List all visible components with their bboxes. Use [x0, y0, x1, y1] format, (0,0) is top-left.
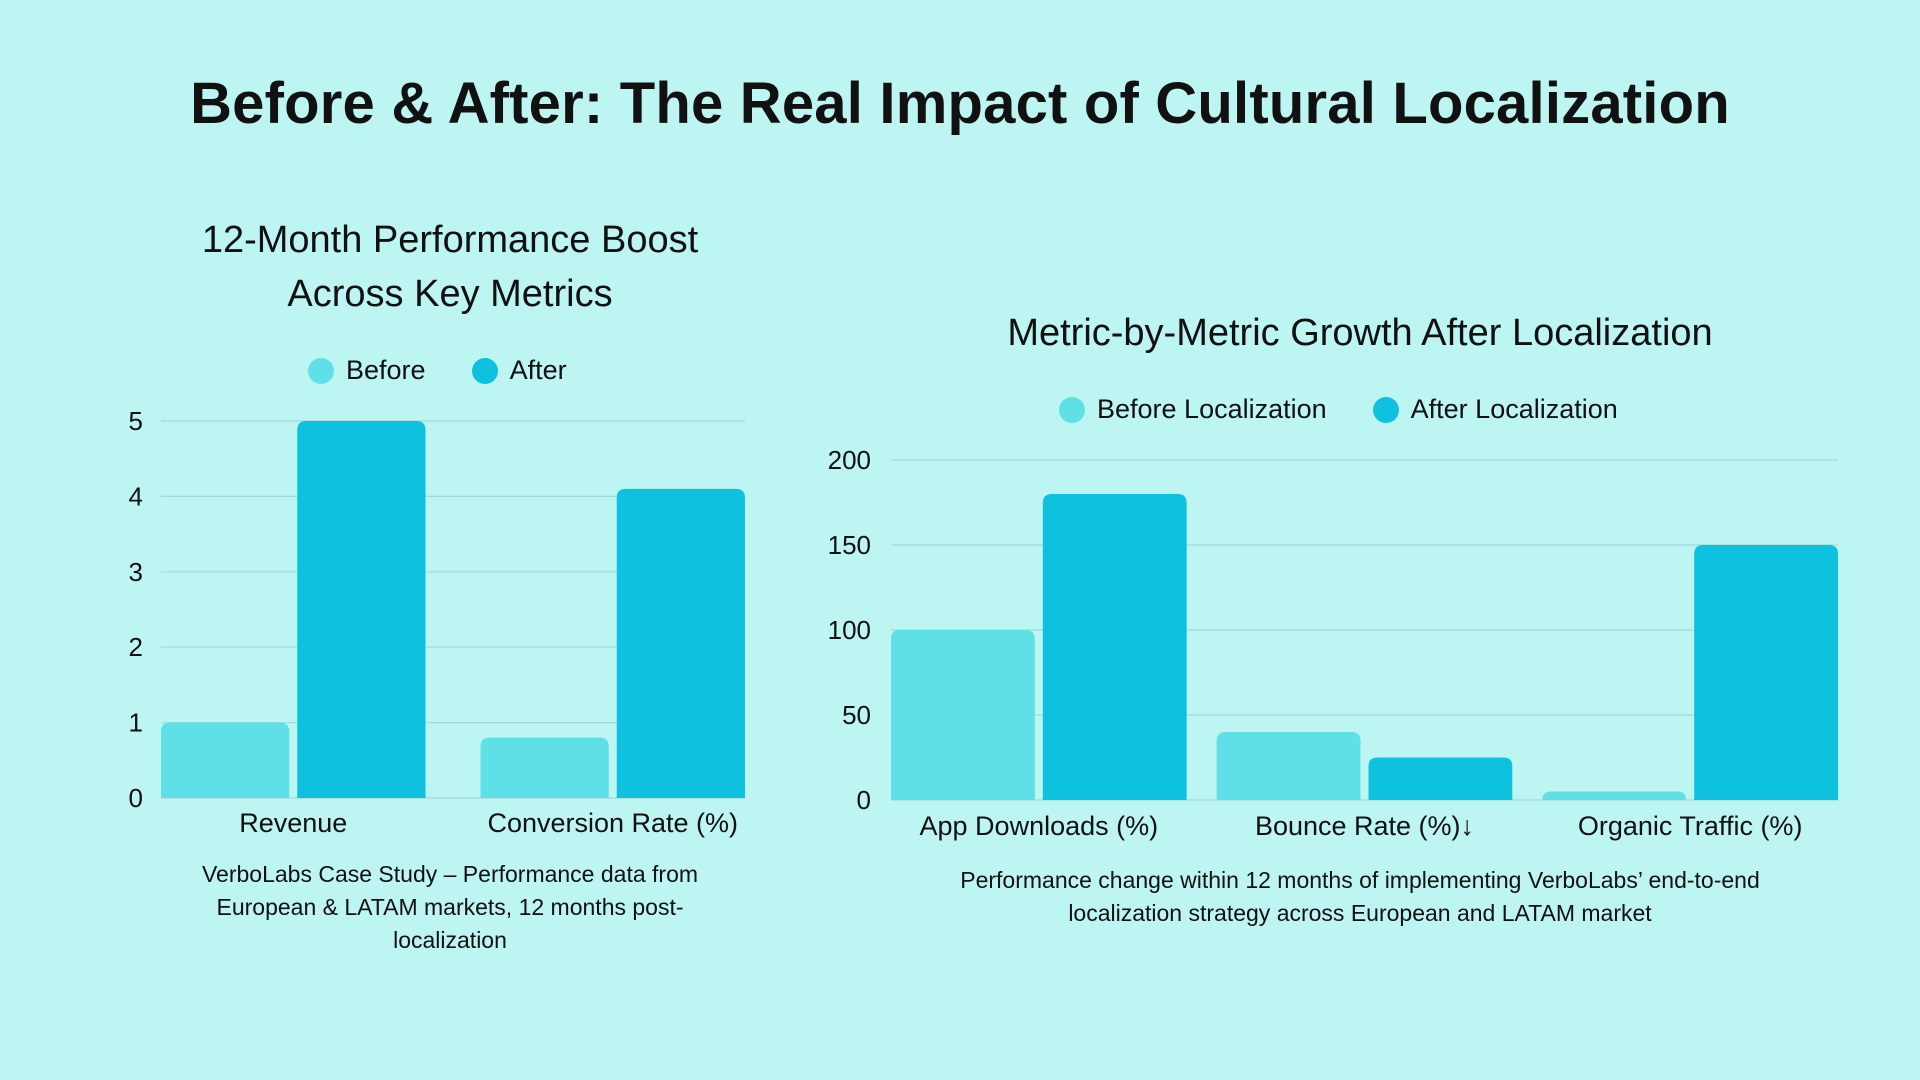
legend-swatch-before-localization-icon [1059, 396, 1085, 423]
left-chart-y-tick-label: 5 [129, 406, 143, 436]
legend-label-after-localization: After Localization [1410, 394, 1618, 424]
left-chart-bar-before [480, 737, 609, 798]
legend-item-before-localization: Before Localization [1059, 394, 1327, 425]
left-chart-bar-after [616, 488, 745, 798]
left-caption-line-1: VerboLabs Case Study – Performance data … [201, 861, 699, 887]
legend-label-after: After [509, 355, 567, 385]
left-chart-title-line-2: Across Key Metrics [287, 273, 613, 315]
right-caption-line-2: localization strategy across European an… [1068, 900, 1652, 926]
right-chart-legend: Before Localization After Localization [1059, 394, 1618, 425]
left-chart-category-label: Revenue [239, 808, 347, 838]
left-caption-line-3: localization [393, 927, 507, 953]
right-chart-bar-after [1368, 757, 1513, 800]
right-caption-line-1: Performance change within 12 months of i… [960, 867, 1760, 893]
left-chart-category-label: Conversion Rate (%) [487, 808, 738, 838]
page-title: Before & After: The Real Impact of Cultu… [190, 71, 1730, 136]
right-chart-y-tick-label: 0 [857, 785, 871, 815]
right-chart-bar-before [1542, 791, 1687, 800]
left-chart-y-tick-label: 1 [129, 708, 143, 738]
right-chart-bar-before [891, 630, 1035, 800]
left-chart-bar-after [297, 421, 426, 798]
left-chart-y-tick-label: 4 [129, 481, 143, 511]
right-chart-bar-before [1216, 732, 1361, 800]
left-chart-y-tick-label: 3 [129, 557, 143, 587]
left-chart-title-line-1: 12-Month Performance Boost [201, 219, 699, 261]
right-chart-y-tick-label: 150 [828, 530, 871, 560]
right-chart-y-tick-label: 100 [828, 615, 871, 645]
right-chart-caption: Performance change within 12 months of i… [880, 864, 1840, 930]
legend-label-before-localization: Before Localization [1097, 394, 1327, 424]
legend-swatch-after-localization-icon [1372, 396, 1399, 423]
right-chart-title: Metric-by-Metric Growth After Localizati… [1007, 312, 1713, 354]
right-chart-y-tick-label: 50 [842, 700, 871, 730]
right-chart-category-label: App Downloads (%) [920, 811, 1159, 841]
legend-swatch-after-icon [471, 357, 498, 384]
left-chart-legend: Before After [308, 355, 567, 386]
right-chart-category-label: Organic Traffic (%) [1578, 811, 1803, 841]
right-chart-y-tick-label: 200 [828, 445, 871, 475]
left-chart-y-tick-label: 0 [129, 783, 143, 813]
left-caption-line-2: European & LATAM markets, 12 months post… [216, 894, 684, 920]
right-chart-bar-after [1042, 494, 1187, 800]
left-chart-y-tick-label: 2 [129, 632, 143, 662]
legend-item-after-localization: After Localization [1372, 394, 1618, 425]
right-chart-category-label: Bounce Rate (%)↓ [1255, 811, 1474, 841]
legend-label-before: Before [346, 355, 426, 385]
left-chart-caption: VerboLabs Case Study – Performance data … [150, 858, 750, 957]
legend-item-before: Before [308, 355, 426, 386]
left-chart-title: 12-Month Performance Boost Across Key Me… [120, 213, 780, 321]
legend-swatch-before-icon [308, 357, 334, 384]
left-chart-bar-before [161, 722, 290, 798]
legend-item-after: After [471, 355, 567, 386]
right-chart-bar-after [1694, 545, 1838, 800]
